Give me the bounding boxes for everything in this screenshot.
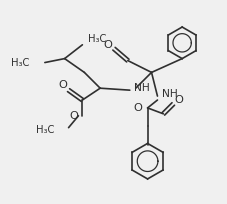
Text: H₃C: H₃C: [11, 58, 29, 68]
Text: O: O: [133, 103, 142, 113]
Text: H₃C: H₃C: [88, 34, 106, 44]
Text: O: O: [69, 111, 78, 121]
Text: H₃C: H₃C: [36, 125, 54, 135]
Text: NH: NH: [133, 83, 149, 93]
Text: O: O: [58, 80, 67, 90]
Text: O: O: [103, 40, 112, 50]
Text: O: O: [174, 95, 183, 105]
Text: NH: NH: [162, 89, 177, 99]
